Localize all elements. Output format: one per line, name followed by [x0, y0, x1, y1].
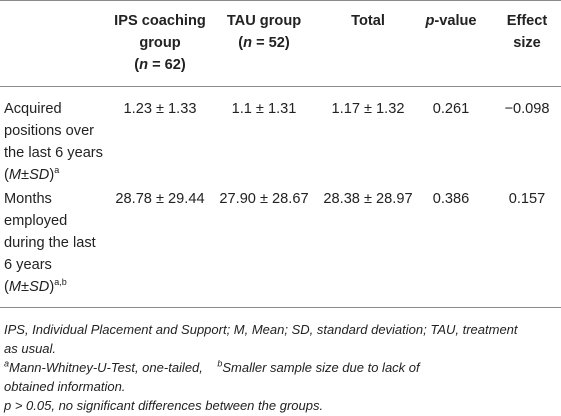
row1-pvalue: 0.261 — [432, 101, 470, 117]
row1-effect-size: −0.098 — [504, 101, 550, 117]
row2-label-line-msd: (M±SD)a,b — [4, 277, 67, 295]
header-effect-line2: size — [513, 35, 541, 51]
header-tau-n: (n = 52) — [238, 35, 290, 51]
footnote-tests-line1: aMann-Whitney-U-Test, one-tailed, bSmall… — [4, 358, 556, 377]
row-label-acquired-positions: Acquired positions over the last 6 years… — [4, 98, 114, 186]
row2-label-line: Months — [4, 191, 52, 207]
row1-label-line: the last 6 years — [4, 145, 103, 161]
footnote-tests: aMann-Whitney-U-Test, one-tailed, bSmall… — [4, 358, 556, 396]
row1-label-line: positions over — [4, 123, 95, 139]
footnote-note-a: Mann-Whitney-U-Test, one-tailed, — [9, 360, 203, 375]
header-ips-group: IPS coaching group (n = 62) — [112, 10, 208, 76]
header-tau-line1: TAU group — [226, 13, 302, 29]
header-total: Total — [351, 13, 385, 29]
table-bottom-rule — [0, 307, 561, 308]
row2-tau-value: 27.90 ± 28.67 — [219, 191, 309, 207]
header-ips-line1: IPS coaching — [114, 13, 206, 29]
header-pvalue: p-value — [425, 13, 477, 29]
footnote-sup-a: a — [4, 358, 10, 369]
footnote-abbrev-line2: as usual. — [4, 341, 57, 356]
footnote-abbrev-line1: IPS, Individual Placement and Support; M… — [4, 322, 518, 337]
header-ips-n: (n = 62) — [134, 57, 186, 73]
row1-total-value: 1.17 ± 1.32 — [331, 101, 405, 117]
footnote-significance: p > 0.05, no significant differences bet… — [4, 398, 324, 413]
footnote-abbreviations: IPS, Individual Placement and Support; M… — [4, 320, 556, 358]
row2-ips-value: 28.78 ± 29.44 — [115, 191, 205, 207]
footnote-note-b: Smaller sample size due to lack of — [222, 360, 420, 375]
footnote-sup-b: b — [217, 358, 223, 369]
row2-pvalue: 0.386 — [432, 191, 470, 207]
row2-effect-size: 0.157 — [508, 191, 546, 207]
header-ips-line2: group — [139, 35, 181, 51]
row-label-months-employed: Months employed during the last 6 years … — [4, 188, 114, 298]
row1-label-sup: a — [54, 165, 60, 176]
row1-ips-value: 1.23 ± 1.33 — [123, 101, 197, 117]
row1-label-line: Acquired — [4, 101, 62, 117]
row1-label-line-msd: (M±SD)a — [4, 165, 60, 183]
row2-label-sup: a,b — [54, 277, 67, 288]
table-top-rule — [0, 0, 561, 1]
header-effect-line1: Effect — [506, 13, 548, 29]
row2-total-value: 28.38 ± 28.97 — [323, 191, 413, 207]
row2-label-line: during the last — [4, 235, 96, 251]
footnote-note-b-line2: obtained information. — [4, 379, 126, 394]
row1-tau-value: 1.1 ± 1.31 — [231, 101, 297, 117]
table-header-rule — [0, 86, 561, 87]
header-tau-group: TAU group (n = 52) — [216, 10, 312, 54]
row2-label-line: employed — [4, 213, 68, 229]
row2-label-line: 6 years — [4, 257, 52, 273]
header-effect-size: Effect size — [496, 10, 558, 54]
